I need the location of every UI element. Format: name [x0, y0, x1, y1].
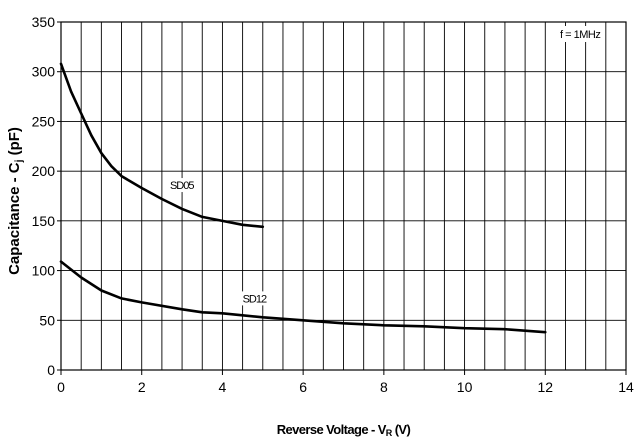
- plot-frame: [60, 21, 627, 371]
- x-axis-label-sub: R: [386, 428, 393, 438]
- series-layer: SD05 SD12: [59, 62, 547, 334]
- y-tick-label: 100: [32, 263, 56, 279]
- series-sd05-line: [59, 62, 265, 229]
- y-tick-label: 250: [32, 113, 56, 129]
- tick-labels: 0 2 4 6 8 10 12 14 0 50 100 150 200 250 300 350: [32, 14, 634, 395]
- series-sd12-line: [59, 260, 547, 334]
- y-axis-label-sub: j: [14, 159, 25, 163]
- x-axis-label-main: Reverse Voltage - V: [277, 422, 387, 437]
- x-tick-label: 8: [380, 379, 388, 395]
- x-axis-label-unit: (V): [392, 422, 411, 437]
- annotation-box: [556, 26, 605, 42]
- y-axis-label-unit: (pF): [6, 127, 23, 159]
- y-axis-label-main: Capacitance - C: [6, 162, 23, 275]
- grid-lines: [60, 21, 627, 371]
- x-axis-label: Reverse Voltage - VR (V): [277, 422, 411, 438]
- y-axis-label: Capacitance - Cj (pF): [6, 127, 25, 275]
- series-sd05-label: SD05: [170, 180, 194, 192]
- x-tick-label: 14: [618, 379, 634, 395]
- x-tick-label: 6: [299, 379, 307, 395]
- x-tick-label: 2: [138, 379, 146, 395]
- y-tick-label: 350: [32, 14, 56, 30]
- series-sd12-label-bg: [239, 291, 270, 306]
- x-tick-label: 10: [457, 379, 473, 395]
- series-sd12-label: SD12: [243, 293, 267, 305]
- y-tick-label: 50: [39, 312, 55, 328]
- y-tick-label: 150: [32, 213, 56, 229]
- x-tick-label: 12: [537, 379, 553, 395]
- x-tick-label: 0: [57, 379, 65, 395]
- series-sd05-label-bg: [166, 178, 197, 193]
- y-tick-label: 200: [32, 163, 56, 179]
- frequency-annotation: f = 1MHz: [560, 29, 600, 41]
- y-tick-label: 300: [32, 64, 56, 80]
- x-tick-label: 4: [219, 379, 227, 395]
- y-tick-label: 0: [47, 362, 55, 378]
